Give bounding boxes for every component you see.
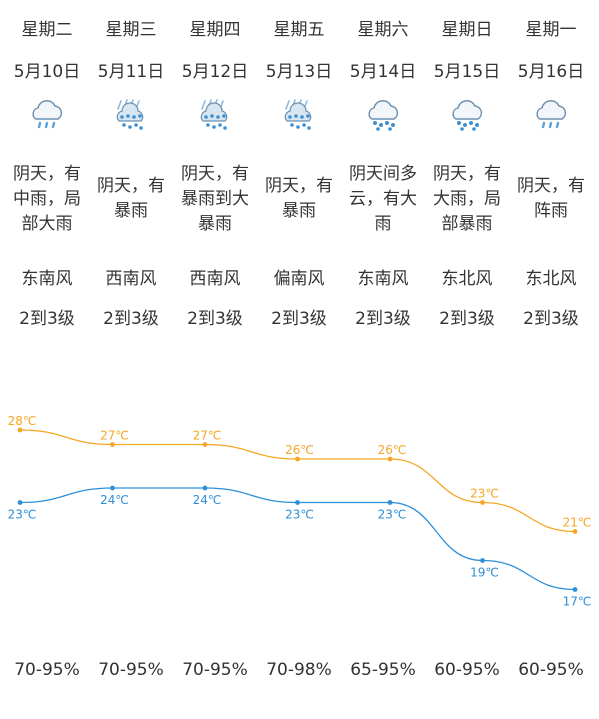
day-column: 星期二 5月10日 阴天，有中雨，局部大雨 东南风 2到3级 [5, 0, 89, 333]
weekday-label: 星期六 [357, 20, 409, 40]
day-column: 星期三 5月11日 阴天，有暴雨 西南风 2到3级 [89, 0, 173, 333]
low-temp-point [110, 485, 115, 491]
wind-direction: 东北风 [441, 269, 493, 289]
wind-level: 2到3级 [19, 309, 75, 329]
cloud-light-rain-icon [27, 95, 67, 135]
high-temp-label: 26℃ [285, 443, 314, 457]
wind-level: 2到3级 [103, 309, 159, 329]
low-temp-label: 23℃ [285, 508, 314, 522]
wind-level: 2到3级 [187, 309, 243, 329]
high-temp-label: 27℃ [193, 429, 222, 443]
weather-description: 阴天，有大雨，局部暴雨 [433, 163, 501, 234]
wind-direction: 西南风 [189, 269, 241, 289]
day-column: 星期日 5月15日 阴天，有大雨，局部暴雨 东北风 2到3级 [425, 0, 509, 333]
date-label: 5月10日 [13, 62, 81, 82]
forecast-columns: 星期二 5月10日 阴天，有中雨，局部大雨 东南风 2到3级 星期三 5月11日 [5, 0, 593, 333]
high-temp-label: 23℃ [470, 487, 499, 501]
low-temp-point [572, 587, 578, 592]
humidity-range: 70-98% [266, 660, 332, 680]
low-temp-label: 17℃ [563, 595, 592, 609]
weekday-label: 星期二 [21, 20, 73, 40]
low-temp-label: 24℃ [100, 493, 129, 507]
weather-description: 阴天间多云，有大雨 [349, 163, 417, 234]
high-temp-label: 21℃ [563, 516, 592, 530]
low-temp-label: 23℃ [8, 508, 37, 522]
high-temp-label: 28℃ [8, 414, 37, 428]
humidity-range: 60-95% [518, 660, 584, 680]
humidity-range: 70-95% [14, 660, 80, 680]
high-temp-point [480, 500, 485, 505]
low-temp-label: 23℃ [378, 508, 407, 522]
wind-level: 2到3级 [523, 309, 579, 329]
high-temp-point [387, 456, 393, 462]
high-temp-point [17, 427, 23, 433]
heavy-rain-icon [279, 95, 319, 135]
date-label: 5月15日 [433, 62, 501, 82]
weather-description: 阴天，有暴雨到大暴雨 [181, 163, 249, 234]
weather-description: 阴天，有暴雨 [265, 176, 333, 221]
low-temp-point [17, 500, 23, 505]
wind-level: 2到3级 [439, 309, 495, 329]
temperature-chart: 28℃ 27℃ 27℃ 26℃ 26℃ 23℃ 21℃ 23℃ 24℃ 24℃ 23℃ 23℃ 19℃ 1… [8, 414, 592, 609]
high-temp-point [572, 529, 578, 534]
day-column: 星期四 5月12日 阴天，有暴雨到大暴雨 西南风 2到3级 [173, 0, 257, 333]
date-label: 5月16日 [517, 62, 585, 82]
humidity-range: 70-95% [98, 660, 164, 680]
wind-direction: 东北风 [525, 269, 577, 289]
wind-direction: 东南风 [21, 269, 73, 289]
high-temp-label: 27℃ [100, 429, 129, 443]
high-temp-label: 26℃ [378, 443, 407, 457]
high-temp-point [295, 456, 300, 462]
high-temp-point [202, 442, 208, 447]
date-label: 5月11日 [97, 62, 165, 82]
cloud-rain-icon [363, 95, 403, 135]
low-temp-point [480, 558, 485, 563]
date-label: 5月13日 [265, 62, 333, 82]
date-label: 5月14日 [349, 62, 417, 82]
low-temp-point [387, 500, 393, 505]
weekday-label: 星期一 [525, 20, 577, 40]
weather-description: 阴天，有暴雨 [97, 176, 165, 221]
day-column: 星期一 5月16日 阴天，有阵雨 东北风 2到3级 [509, 0, 593, 333]
high-temp-point [110, 442, 115, 447]
low-temp-point [202, 485, 208, 491]
humidity-range: 70-95% [182, 660, 248, 680]
weekday-label: 星期五 [273, 20, 325, 40]
weekday-label: 星期三 [105, 20, 157, 40]
wind-direction: 偏南风 [273, 269, 325, 289]
date-label: 5月12日 [181, 62, 249, 82]
humidity-range: 65-95% [350, 660, 416, 680]
heavy-rain-icon [195, 95, 235, 135]
humidity-range: 60-95% [434, 660, 500, 680]
day-column: 星期六 5月14日 阴天间多云，有大雨 东南风 2到3级 [341, 0, 425, 333]
wind-direction: 东南风 [357, 269, 409, 289]
cloud-rain-icon [447, 95, 487, 135]
weather-description: 阴天，有中雨，局部大雨 [13, 163, 81, 234]
weather-description: 阴天，有阵雨 [517, 176, 585, 221]
cloud-light-rain-icon [531, 95, 571, 135]
wind-level: 2到3级 [271, 309, 327, 329]
heavy-rain-icon [111, 95, 151, 135]
low-temp-point [295, 500, 300, 505]
wind-level: 2到3级 [355, 309, 411, 329]
wind-direction: 西南风 [105, 269, 157, 289]
low-temp-label: 19℃ [470, 566, 499, 580]
day-column: 星期五 5月13日 阴天，有暴雨 偏南风 2到3级 [257, 0, 341, 333]
weekday-label: 星期四 [189, 20, 241, 40]
weekday-label: 星期日 [441, 20, 493, 40]
low-temp-label: 24℃ [193, 493, 222, 507]
